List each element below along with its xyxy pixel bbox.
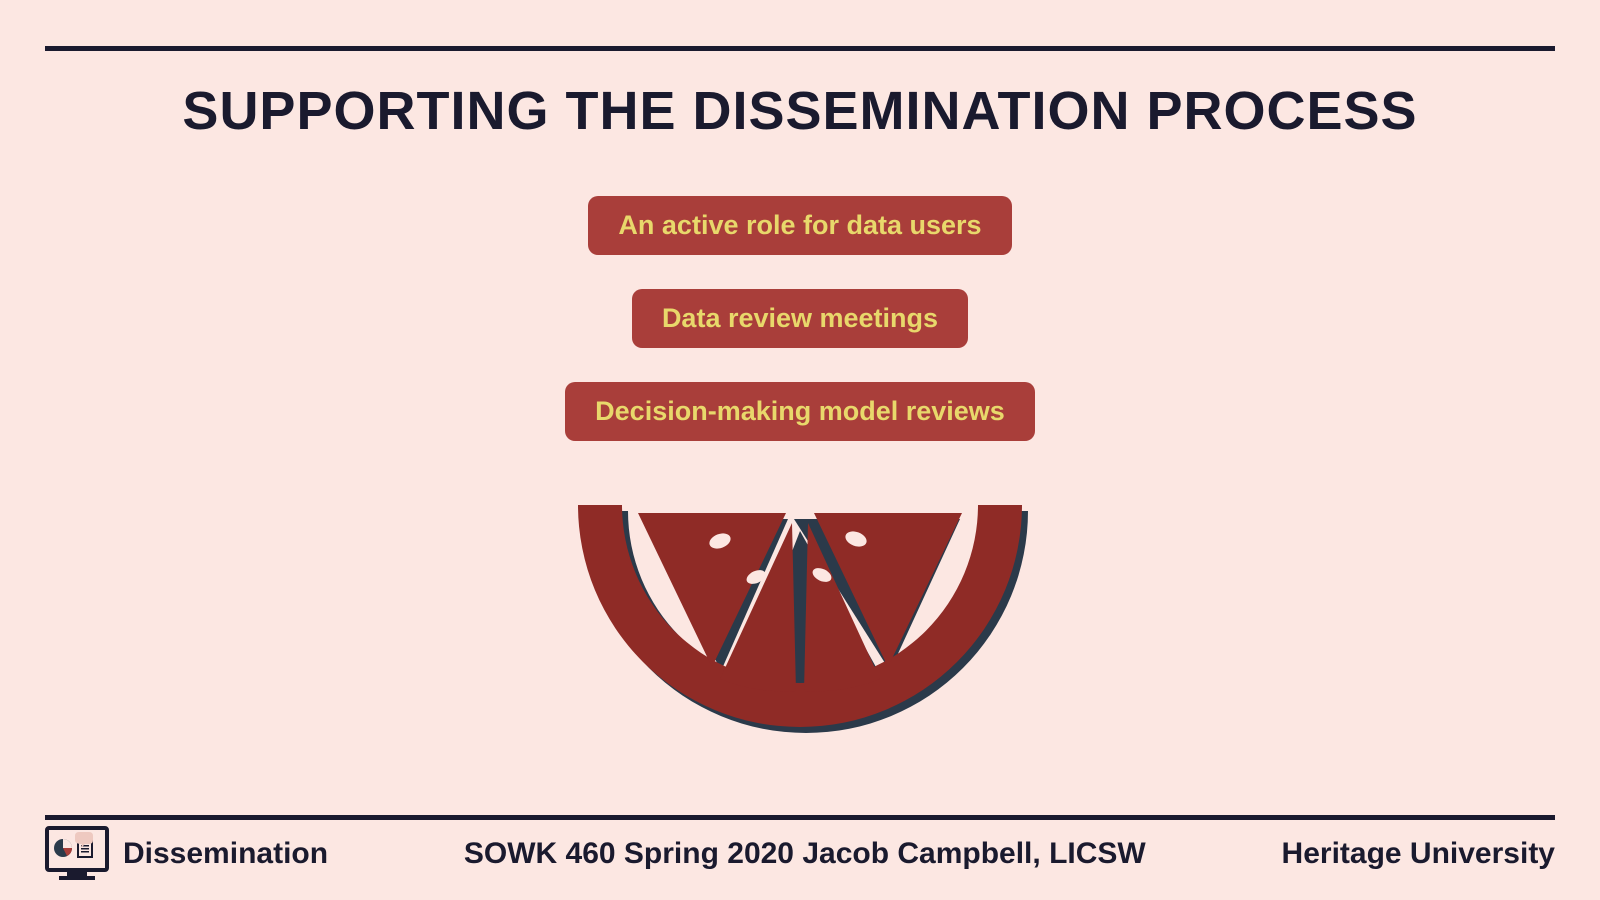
pill-list: An active role for data users Data revie…	[0, 196, 1600, 441]
pill-item: Decision-making model reviews	[565, 382, 1035, 441]
citrus-slice-graphic	[560, 495, 1040, 755]
footer-topic: Dissemination	[123, 837, 328, 871]
bottom-rule	[45, 815, 1555, 820]
pill-item: Data review meetings	[632, 289, 968, 348]
pill-item: An active role for data users	[588, 196, 1011, 255]
slide-title: SUPPORTING THE DISSEMINATION PROCESS	[0, 80, 1600, 142]
monitor-icon	[45, 826, 109, 882]
footer-institution: Heritage University	[1282, 837, 1555, 871]
top-rule	[45, 46, 1555, 51]
footer-course-author: SOWK 460 Spring 2020 Jacob Campbell, LIC…	[328, 837, 1281, 871]
slide-footer: Dissemination SOWK 460 Spring 2020 Jacob…	[45, 826, 1555, 882]
